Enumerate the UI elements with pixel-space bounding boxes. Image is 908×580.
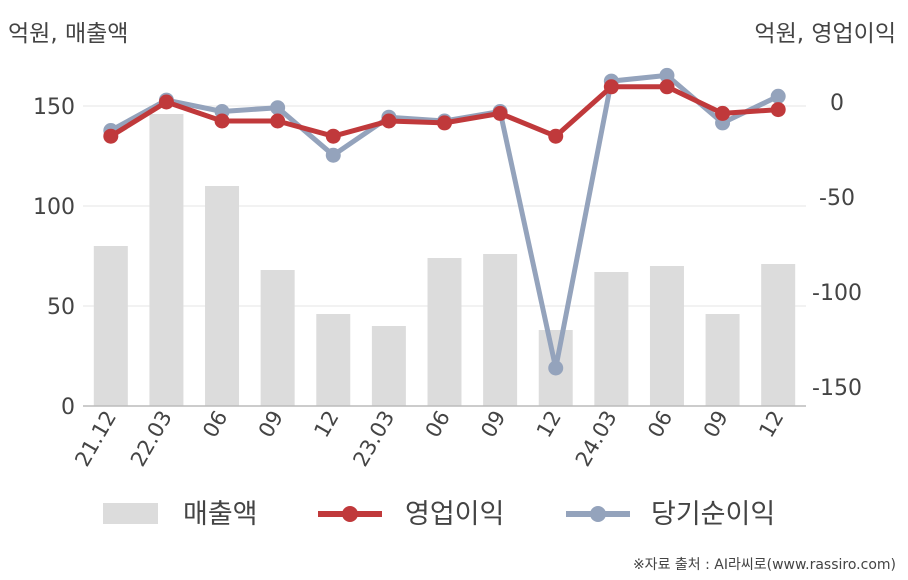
legend-label-revenue: 매출액: [183, 499, 258, 530]
net-income-point: [270, 100, 286, 116]
right-tick-label: -150: [812, 376, 862, 401]
revenue-bar: [316, 314, 351, 406]
x-tick-label: 06: [643, 407, 677, 442]
revenue-bars: [93, 114, 796, 406]
x-tick-label: 06: [198, 407, 232, 442]
x-axis-ticks: 21.12 22.03 06 09 12 23.03 06 09 12 24.03 06 09 12: [70, 406, 788, 470]
operating-profit-point: [103, 128, 119, 144]
legend-label-operating: 영업이익: [405, 499, 504, 530]
x-tick-label: 12: [532, 407, 566, 442]
operating-profit-point: [325, 128, 341, 144]
legend-label-net: 당기순이익: [651, 499, 775, 530]
net-income-point: [659, 67, 675, 83]
operating-profit-point: [770, 102, 786, 118]
legend-swatch-revenue: [103, 503, 158, 524]
revenue-bar: [761, 264, 796, 406]
x-tick-label: 06: [421, 407, 455, 442]
x-tick-label: 12: [309, 407, 343, 442]
revenue-bar: [93, 246, 128, 406]
operating-profit-point: [659, 79, 675, 95]
right-axis-unit: 억원, 영업이익: [754, 21, 896, 47]
operating-profit-point: [603, 79, 619, 95]
left-axis-unit: 억원, 매출액: [8, 21, 129, 47]
x-tick-label: 23.03: [348, 407, 399, 471]
x-tick-label: 09: [254, 407, 288, 442]
operating-profit-point: [492, 105, 508, 121]
revenue-bar: [483, 254, 518, 406]
source-note: ※자료 출처 : AI라씨로(www.rassiro.com): [632, 557, 896, 573]
right-tick-label: 0: [830, 91, 844, 116]
right-axis-ticks: 0 -50 -100 -150: [812, 91, 862, 401]
net-income-point: [548, 360, 564, 376]
legend-swatch-net-dot: [590, 506, 606, 522]
x-tick-label: 24.03: [571, 407, 622, 471]
operating-profit-point: [270, 113, 286, 129]
revenue-bar: [649, 266, 684, 406]
operating-profit-point: [548, 128, 564, 144]
revenue-bar: [205, 186, 240, 406]
revenue-bar: [705, 314, 740, 406]
x-tick-label: 22.03: [126, 407, 177, 471]
legend: 매출액 영업이익 당기순이익: [103, 499, 775, 530]
left-tick-label: 150: [33, 95, 75, 120]
x-tick-label: 09: [699, 407, 733, 442]
revenue-bar: [594, 272, 629, 406]
operating-profit-point: [715, 105, 731, 121]
operating-profit-point: [437, 115, 452, 131]
operating-profit-point: [381, 113, 397, 129]
profit-lines: [103, 67, 786, 376]
x-tick-label: 12: [754, 407, 788, 442]
left-tick-label: 0: [61, 395, 75, 420]
x-tick-label: 21.12: [70, 407, 121, 471]
x-tick-label: 09: [476, 406, 510, 441]
legend-swatch-operating-dot: [342, 506, 358, 522]
net-income-point: [325, 147, 341, 163]
revenue-bar: [149, 114, 184, 406]
right-tick-label: -100: [812, 281, 862, 306]
revenue-bar: [260, 270, 295, 406]
left-tick-label: 50: [47, 295, 75, 320]
right-tick-label: -50: [819, 186, 855, 211]
revenue-bar: [427, 258, 462, 406]
operating-profit-point: [158, 94, 174, 110]
left-axis-ticks: 0 50 100 150: [33, 95, 75, 420]
left-tick-label: 100: [33, 195, 75, 220]
revenue-bar: [371, 326, 406, 406]
net-income-point: [770, 88, 786, 104]
operating-profit-point: [214, 113, 230, 129]
